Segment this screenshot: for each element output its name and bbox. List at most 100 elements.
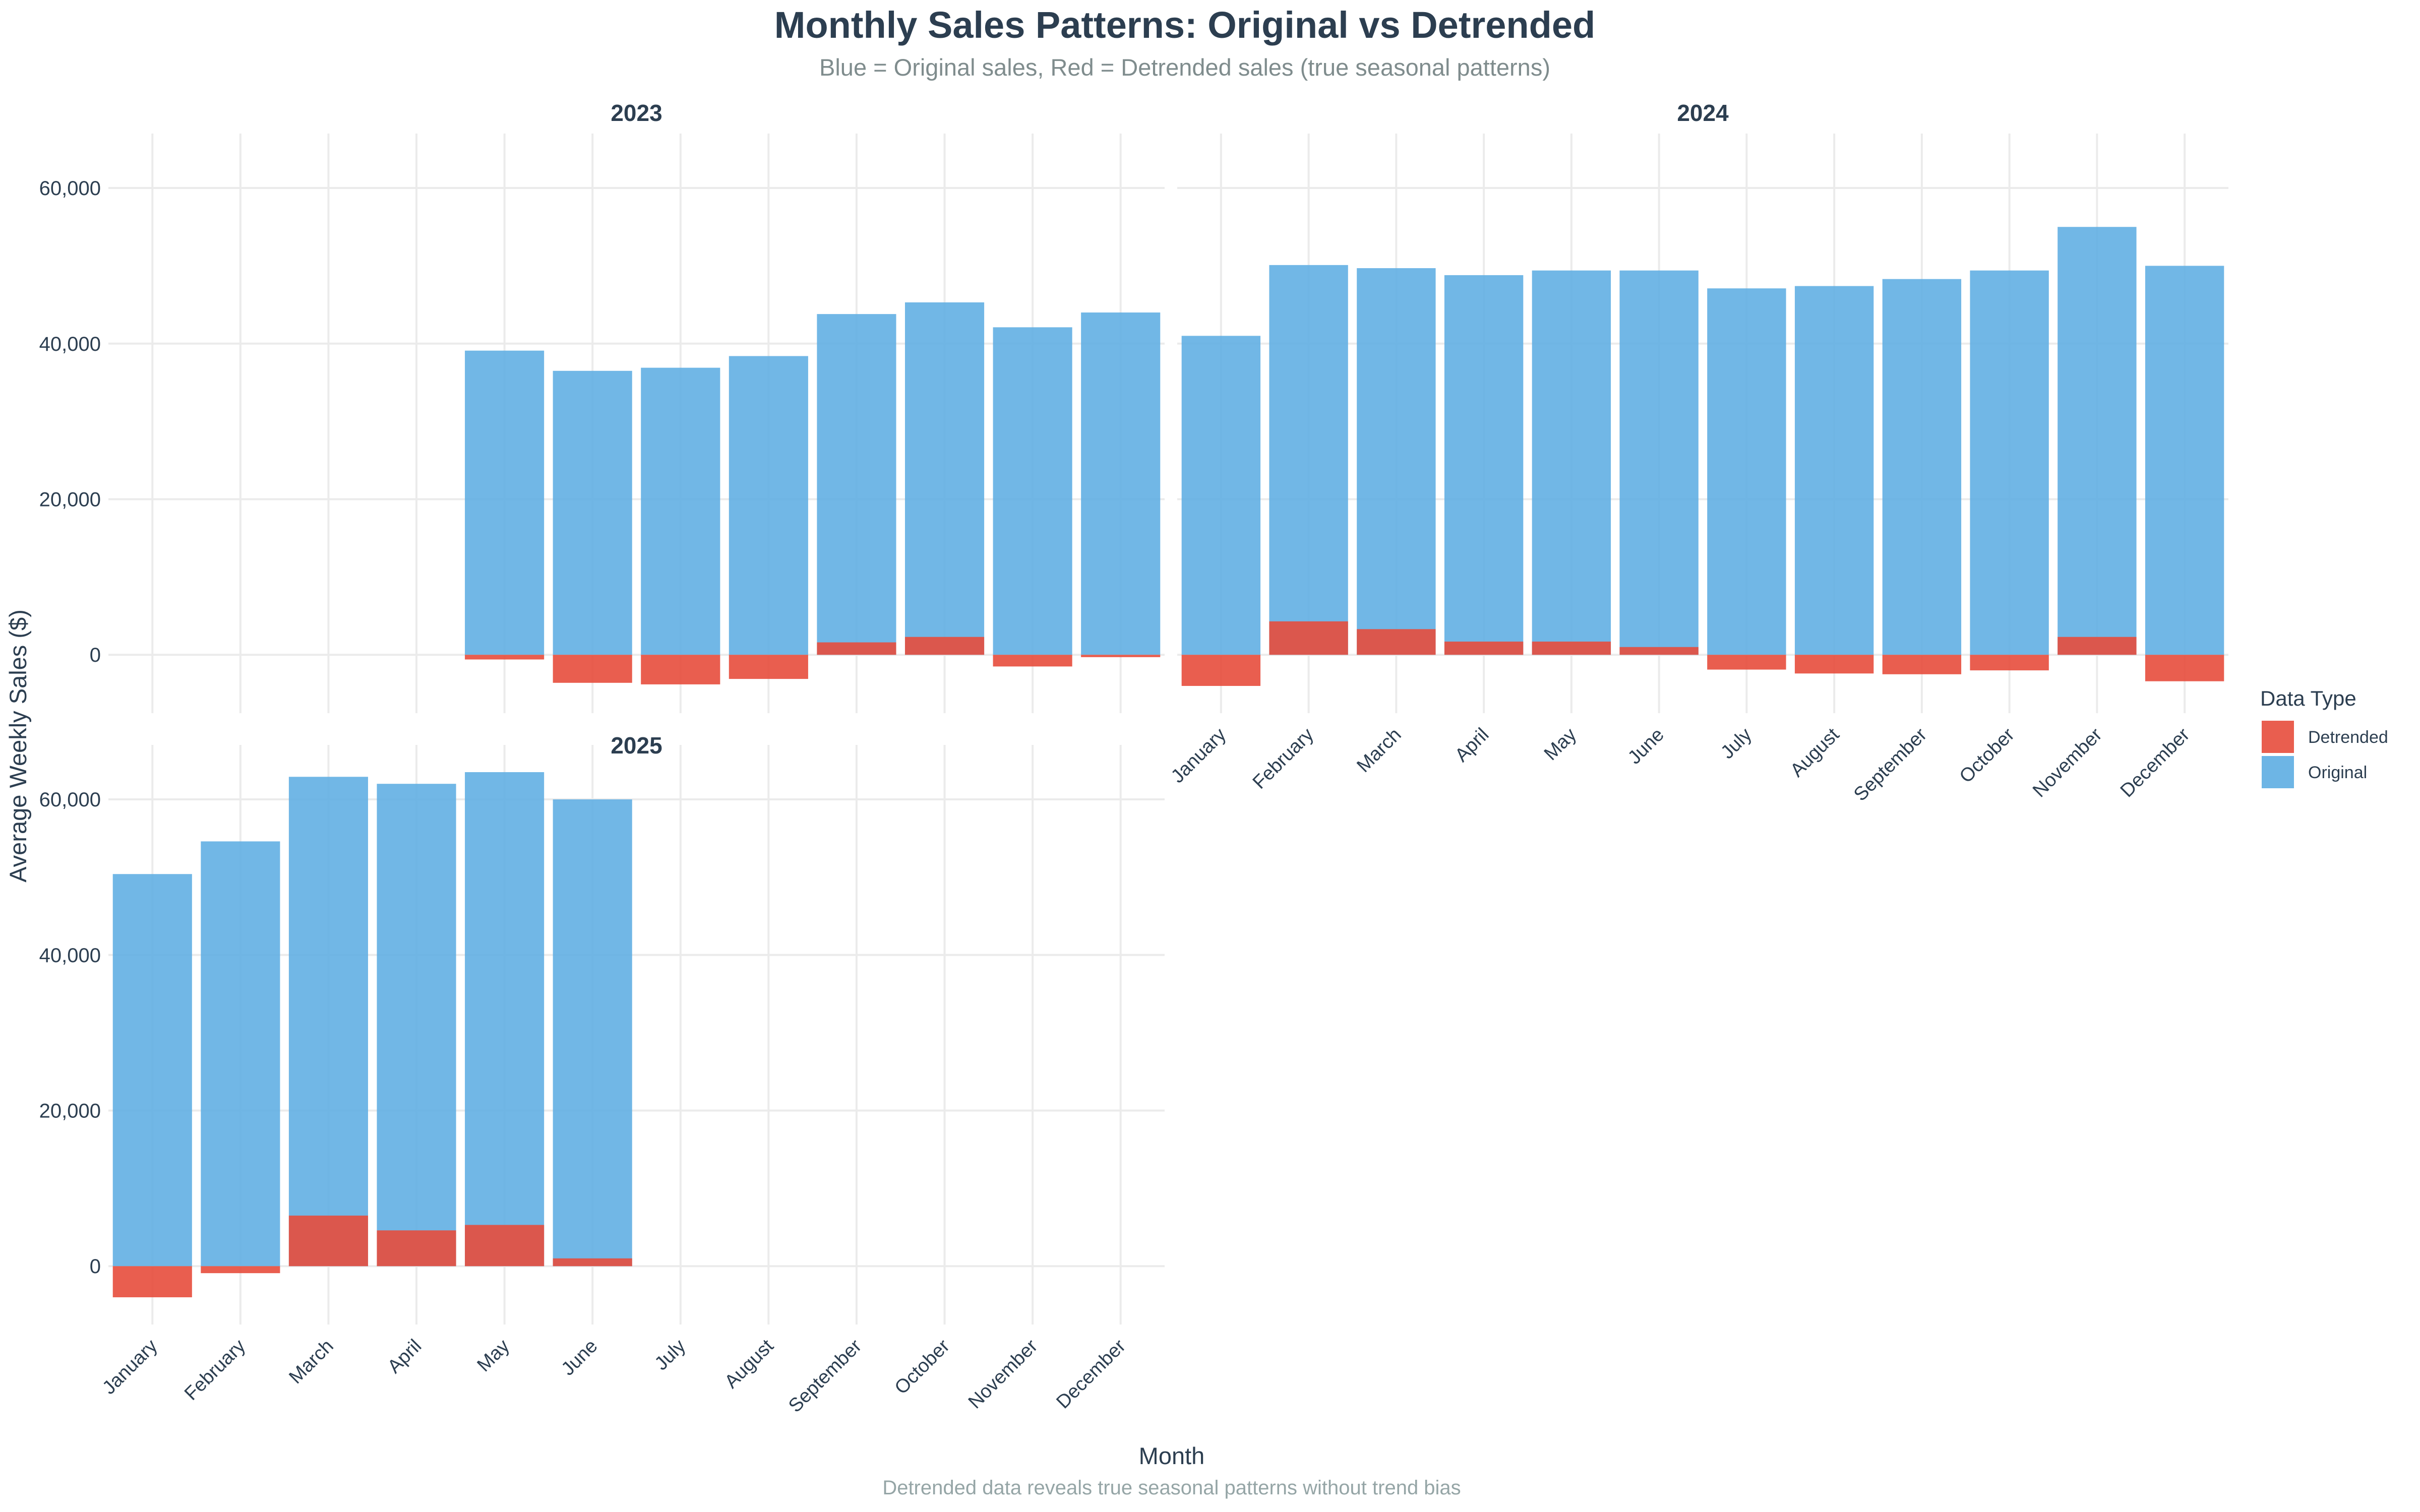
- panel-2024-bar-detrended-december: [2145, 655, 2224, 681]
- panel-2025: 2025 0 20,000 40,000 60,000 January February Ma…: [39, 732, 1165, 1417]
- panel-2024-bar-original-july: [1707, 288, 1786, 655]
- panel-2025-x-tick-label-november: November: [964, 1335, 1042, 1413]
- panel-2023-strip-label: 2023: [611, 100, 662, 126]
- panel-2025-y-tick-label-60000: 60,000: [39, 789, 101, 811]
- panel-2024-bar-detrended-november: [2058, 637, 2137, 655]
- panel-2023-bar-detrended-september: [817, 642, 896, 655]
- legend-key-detrended: [2262, 721, 2294, 753]
- panel-2024-bar-detrended-october: [1970, 655, 2049, 671]
- panel-2025-bar-original-march: [288, 777, 369, 1267]
- panel-2025-bar-original-january: [112, 874, 192, 1267]
- panel-2025-x-tick-label-october: October: [891, 1335, 954, 1399]
- chart-subtitle: Blue = Original sales, Red = Detrended s…: [819, 54, 1550, 81]
- panel-2024-bar-detrended-february: [1269, 621, 1348, 655]
- panel-2023-y-tick-label-60000: 60,000: [39, 177, 101, 200]
- panel-2025-x-tick-label-june: June: [558, 1336, 602, 1380]
- panel-2023-y-tick-label-20000: 20,000: [39, 489, 101, 511]
- panel-2024-strip-label: 2024: [1677, 100, 1729, 126]
- panel-2025-x-tick-label-may: May: [473, 1336, 514, 1376]
- panel-2024-x-tick-label-july: July: [1717, 724, 1756, 763]
- panel-2025-bar-original-february: [201, 841, 280, 1267]
- facet-panels: 2023 0 20,000 40,000 60,000 2024 January Februa…: [39, 100, 2228, 1417]
- x-axis-title: Month: [1139, 1442, 1205, 1469]
- panel-2024-bar-original-october: [1970, 270, 2049, 655]
- panel-2023-bar-detrended-june: [553, 655, 632, 683]
- panel-2023-bar-original-may: [465, 350, 544, 655]
- legend-title: Data Type: [2260, 686, 2356, 710]
- panel-2024-bar-original-april: [1444, 275, 1524, 655]
- panel-2023-bar-original-august: [729, 356, 808, 655]
- panel-2024-bar-original-august: [1794, 286, 1874, 655]
- panel-2024-bar-original-november: [2058, 227, 2137, 655]
- panel-2024-bar-original-february: [1269, 265, 1348, 655]
- panel-2024-bar-detrended-august: [1794, 655, 1874, 674]
- panel-2024-bar-detrended-september: [1882, 655, 1962, 674]
- panel-2025-x-tick-label-march: March: [285, 1336, 337, 1388]
- legend: Data Type Detrended Original: [2260, 686, 2388, 788]
- panel-2025-bar-original-may: [465, 772, 544, 1267]
- panel-2023: 2023 0 20,000 40,000 60,000: [39, 100, 1165, 713]
- panel-2024-x-tick-label-december: December: [2116, 724, 2194, 801]
- panel-2024-bar-detrended-june: [1619, 647, 1699, 655]
- panel-2025-x-tick-label-april: April: [384, 1336, 426, 1377]
- panel-2025-x-tick-label-august: August: [720, 1335, 778, 1393]
- panel-2023-y-tick-label-0: 0: [90, 644, 101, 666]
- panel-2024-bar-detrended-july: [1707, 655, 1786, 670]
- panel-2025-bar-original-april: [377, 784, 456, 1267]
- panel-2024-bar-detrended-january: [1181, 655, 1261, 686]
- panel-2024-x-tick-label-may: May: [1540, 724, 1581, 765]
- panel-2025-bar-detrended-april: [377, 1230, 456, 1267]
- y-axis-title: Average Weekly Sales ($): [5, 609, 31, 883]
- panel-2024-bar-detrended-april: [1444, 641, 1524, 655]
- panel-2024-bar-detrended-may: [1532, 641, 1611, 655]
- panel-2024-x-tick-label-february: February: [1249, 724, 1318, 793]
- panel-2023-bar-original-october: [904, 302, 985, 655]
- panel-2024: 2024 January February March April May June July…: [1167, 100, 2228, 805]
- chart-title: Monthly Sales Patterns: Original vs Detr…: [774, 4, 1595, 46]
- panel-2025-x-tick-label-july: July: [651, 1336, 690, 1374]
- panel-2025-x-tick-label-february: February: [180, 1336, 250, 1405]
- panel-2024-bar-original-january: [1181, 336, 1261, 655]
- panel-2023-bar-original-september: [817, 314, 896, 655]
- panel-2025-bar-detrended-may: [465, 1225, 544, 1267]
- panel-2023-bar-original-november: [993, 327, 1072, 655]
- panel-2025-bar-detrended-june: [553, 1258, 632, 1267]
- panel-2024-x-tick-label-april: April: [1451, 724, 1493, 766]
- panel-2024-bar-original-may: [1532, 270, 1611, 655]
- panel-2025-bar-detrended-february: [201, 1266, 280, 1274]
- panel-2023-bar-detrended-may: [465, 655, 544, 660]
- panel-2024-x-tick-label-august: August: [1786, 724, 1844, 781]
- panel-2024-bar-original-june: [1619, 270, 1699, 655]
- panel-2025-x-tick-label-december: December: [1052, 1335, 1130, 1413]
- panel-2023-bar-detrended-july: [641, 655, 720, 684]
- panel-2023-bar-original-july: [641, 367, 720, 655]
- panel-2025-y-tick-label-20000: 20,000: [39, 1100, 101, 1122]
- legend-label-original: Original: [2308, 763, 2367, 782]
- panel-2023-bar-detrended-august: [729, 655, 808, 679]
- panel-2023-y-tick-label-40000: 40,000: [39, 333, 101, 355]
- panel-2023-bar-detrended-november: [993, 655, 1072, 667]
- panel-2025-bar-detrended-january: [112, 1266, 192, 1297]
- panel-2024-x-tick-label-september: September: [1850, 724, 1931, 805]
- panel-2025-bar-detrended-march: [288, 1215, 369, 1267]
- panel-2023-bar-detrended-october: [904, 637, 985, 655]
- panel-2024-bar-original-december: [2145, 266, 2224, 655]
- chart-caption: Detrended data reveals true seasonal pat…: [882, 1477, 1461, 1499]
- panel-2024-x-tick-label-march: March: [1353, 724, 1405, 777]
- legend-label-detrended: Detrended: [2308, 728, 2388, 747]
- panel-2024-x-tick-label-january: January: [1167, 724, 1230, 787]
- panel-2024-bar-original-september: [1882, 279, 1962, 655]
- panel-2024-x-tick-label-october: October: [1956, 724, 2019, 787]
- panel-2025-y-tick-label-0: 0: [90, 1255, 101, 1278]
- panel-2024-x-tick-label-november: November: [2029, 724, 2106, 801]
- panel-2024-x-tick-label-june: June: [1624, 724, 1668, 769]
- panel-2025-strip-label: 2025: [611, 732, 662, 759]
- panel-2024-bar-detrended-march: [1357, 629, 1436, 655]
- panel-2025-x-tick-label-january: January: [98, 1336, 161, 1399]
- legend-key-original: [2262, 756, 2294, 788]
- panel-2023-bar-original-june: [553, 370, 632, 655]
- panel-2025-y-tick-label-40000: 40,000: [39, 944, 101, 967]
- panel-2025-bar-original-june: [553, 799, 632, 1267]
- panel-2024-bar-original-march: [1357, 268, 1436, 655]
